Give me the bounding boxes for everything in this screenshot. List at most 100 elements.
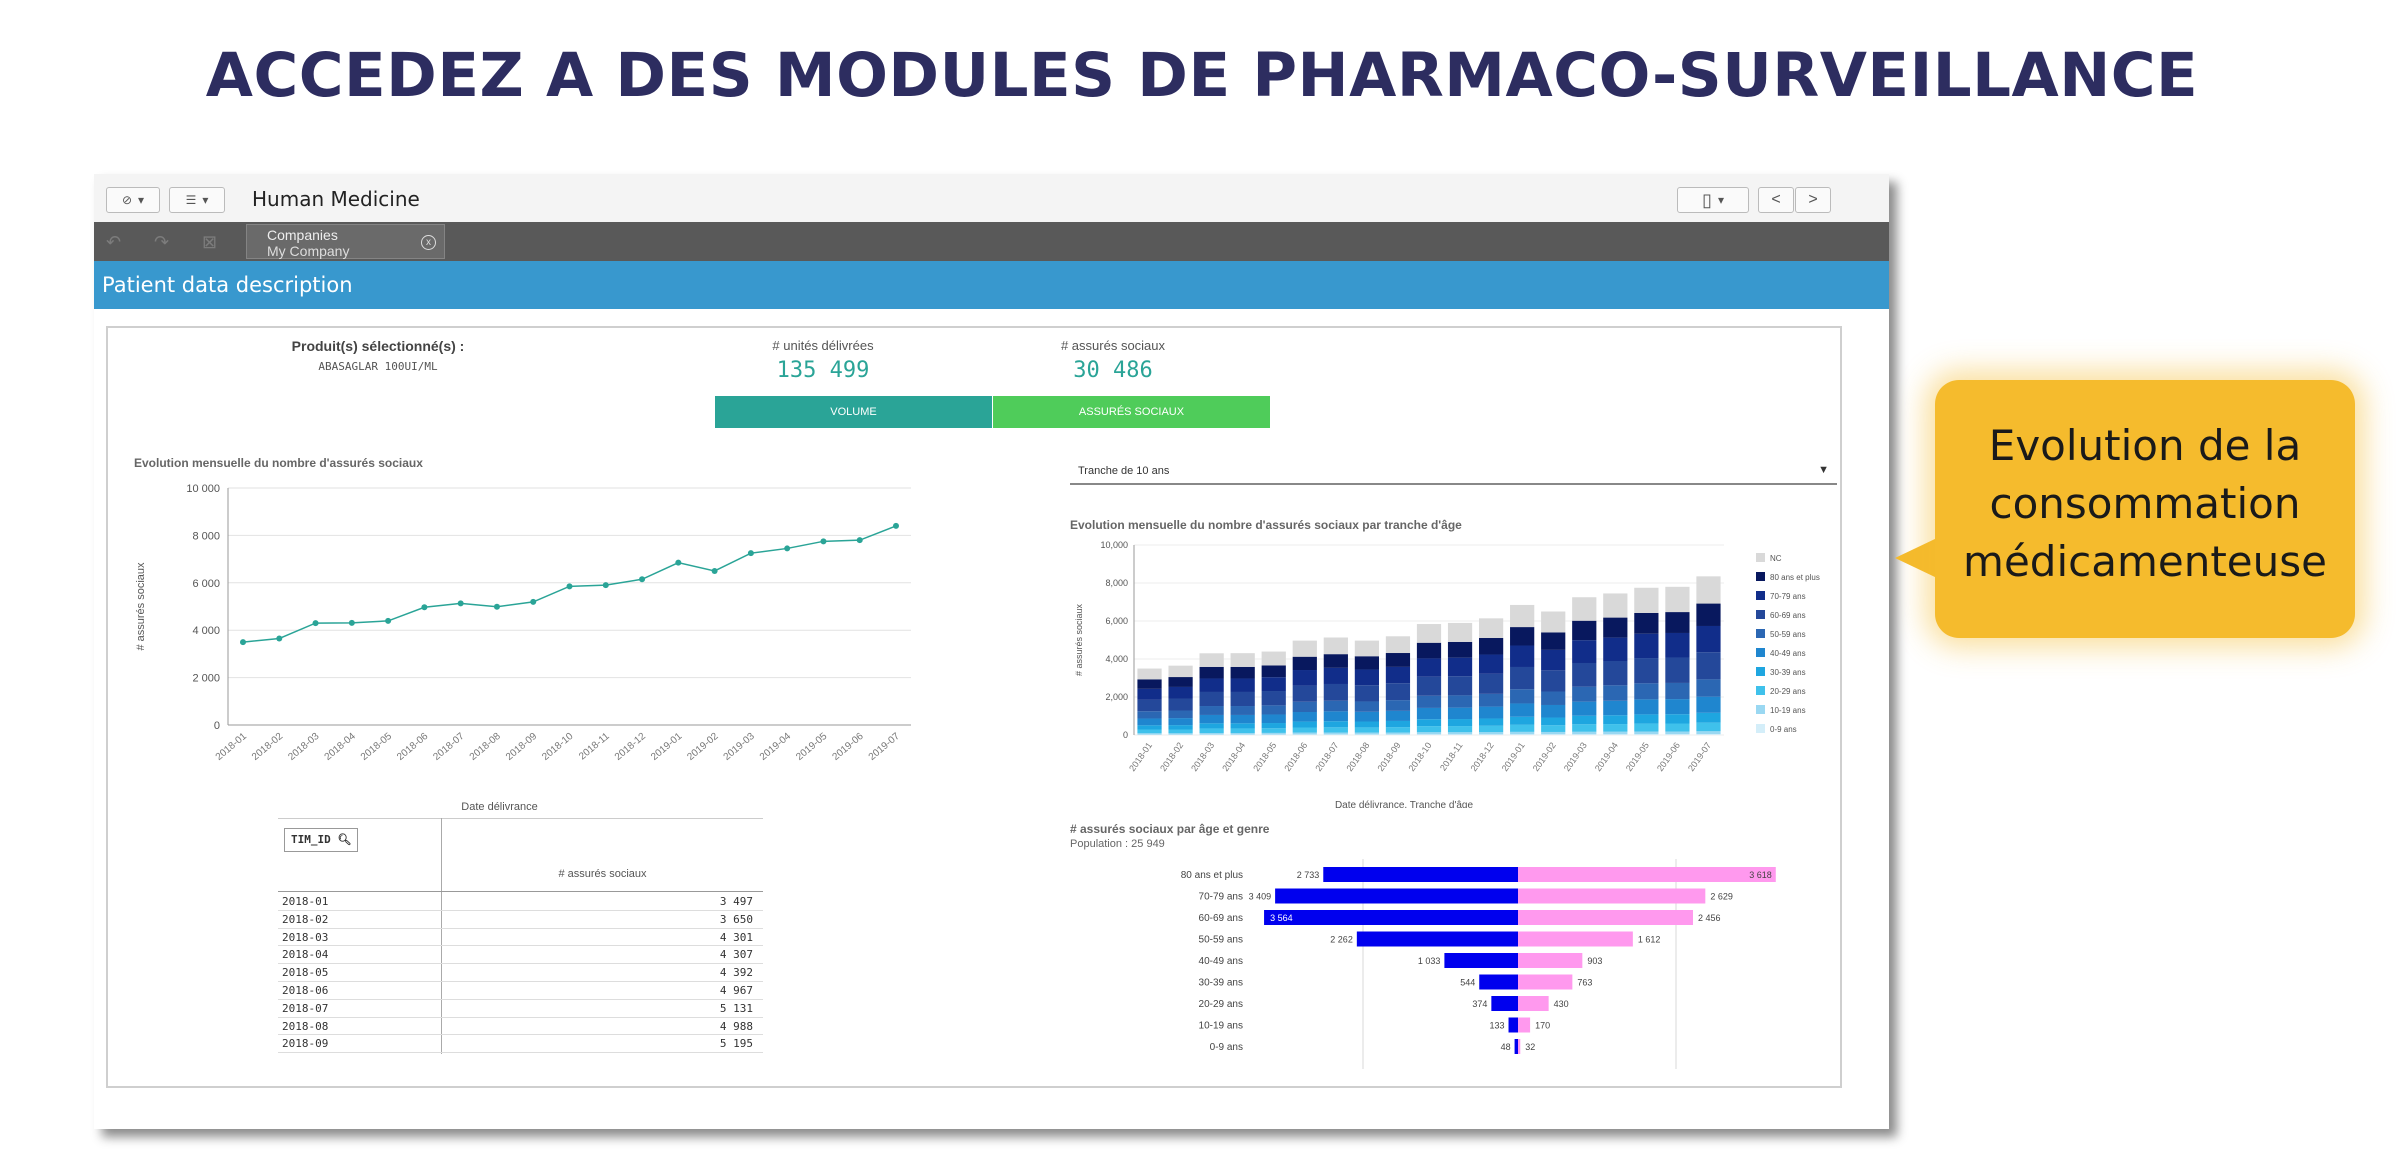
stack-segment-9 — [1478, 618, 1504, 639]
selection-chip[interactable]: Companies My Company x — [246, 224, 445, 259]
stack-segment-6 — [1354, 685, 1380, 702]
stack-segment-8 — [1510, 627, 1535, 646]
y-tick-label: 6 000 — [192, 578, 220, 590]
stack-segment-5 — [1665, 682, 1690, 700]
stack-segment-7 — [1634, 633, 1659, 659]
age-bracket-dropdown[interactable]: Tranche de 10 ans ▼ — [1070, 459, 1837, 485]
assures-table: TIM_ID 🔍︎ # assurés sociaux 2018-01 3 497… — [278, 818, 763, 1054]
stack-segment-9 — [1572, 597, 1597, 621]
chevron-down-icon: ▾ — [1717, 193, 1724, 207]
row-separator — [278, 945, 763, 947]
stack-segment-8 — [1137, 679, 1162, 689]
table-row[interactable]: 2018-06 4 967 — [278, 982, 763, 1000]
x-tick-label: 2019-06 — [830, 731, 866, 763]
age-category-label: 0-9 ans — [1210, 1042, 1243, 1053]
table-row[interactable]: 2018-07 5 131 — [278, 1000, 763, 1018]
legend-label: 50-59 ans — [1770, 630, 1806, 639]
callout-pointer — [1895, 538, 1937, 578]
table-row[interactable]: 2018-08 4 988 — [278, 1018, 763, 1036]
stack-segment-6 — [1230, 691, 1255, 707]
table-row[interactable]: 2018-04 4 307 — [278, 946, 763, 965]
stack-segment-5 — [1572, 686, 1597, 702]
product-value: ABASAGLAR 100UI/ML — [318, 360, 438, 373]
female-bar — [1518, 996, 1549, 1011]
tim-id-search[interactable]: TIM_ID 🔍︎ — [284, 828, 359, 852]
data-point — [820, 538, 827, 545]
table-row[interactable]: 2018-03 4 301 — [278, 929, 763, 947]
next-sheet-button[interactable]: > — [1795, 187, 1831, 213]
stack-segment-7 — [1323, 667, 1348, 684]
legend-swatch — [1756, 629, 1765, 638]
y-tick-label: 10,000 — [1100, 540, 1128, 550]
x-tick-label: 2019-05 — [794, 731, 830, 763]
sheet-list-button[interactable]: ☰ ▾ — [169, 187, 225, 213]
table-row[interactable]: 2018-02 3 650 — [278, 911, 763, 929]
female-value-label: 1 612 — [1638, 935, 1661, 945]
stack-segment-7 — [1199, 678, 1224, 692]
stack-segment-5 — [1447, 695, 1473, 708]
stack-segment-7 — [1510, 645, 1535, 667]
stack-segment-8 — [1292, 656, 1317, 671]
stack-segment-5 — [1603, 685, 1628, 701]
x-axis-label: Date délivrance, Tranche d'âge — [1335, 800, 1474, 808]
stack-segment-2 — [1292, 727, 1317, 733]
stack-segment-2 — [1261, 728, 1286, 733]
assures-sociaux-button[interactable]: ASSURÉS SOCIAUX — [993, 396, 1270, 428]
stack-segment-2 — [1230, 728, 1255, 734]
x-tick-label: 2018-05 — [1251, 740, 1278, 773]
stack-segment-1 — [1199, 733, 1224, 735]
step-forward-icon[interactable]: ↷ — [154, 232, 170, 252]
column-header-assures[interactable]: # assurés sociaux — [558, 868, 647, 880]
data-point — [312, 620, 319, 627]
stack-segment-6 — [1478, 673, 1504, 694]
stack-segment-3 — [1696, 712, 1721, 723]
female-bar — [1518, 953, 1583, 968]
stack-segment-6 — [1603, 660, 1628, 686]
table-row[interactable]: 2018-09 5 195 — [278, 1035, 763, 1054]
table-row[interactable]: 2018-05 4 392 — [278, 964, 763, 982]
clear-all-icon[interactable]: ⊠ — [202, 232, 218, 252]
navigation-menu-button[interactable]: ⊘ ▾ — [106, 187, 160, 213]
previous-sheet-button[interactable]: < — [1758, 187, 1794, 213]
x-tick-label: 2018-12 — [1469, 740, 1496, 773]
stack-segment-3 — [1572, 715, 1597, 725]
x-tick-label: 2018-07 — [431, 731, 467, 763]
male-bar — [1264, 910, 1518, 925]
stack-segment-4 — [1665, 699, 1690, 715]
female-value-label: 430 — [1554, 999, 1569, 1009]
stack-segment-8 — [1447, 641, 1473, 658]
stack-segment-6 — [1634, 658, 1659, 684]
legend-label: 40-49 ans — [1770, 649, 1806, 658]
stack-segment-4 — [1385, 710, 1411, 721]
stack-segment-1 — [1510, 731, 1535, 735]
stack-segment-0 — [1447, 734, 1473, 735]
tim-id-cell: 2018-05 — [282, 966, 329, 980]
legend-swatch — [1756, 724, 1765, 733]
x-tick-label: 2018-07 — [1313, 740, 1340, 773]
stack-segment-9 — [1447, 622, 1473, 642]
stack-segment-4 — [1696, 696, 1721, 713]
stack-segment-4 — [1323, 711, 1348, 722]
stack-segment-6 — [1696, 652, 1721, 680]
stack-segment-3 — [1541, 717, 1566, 726]
stack-segment-1 — [1541, 731, 1566, 735]
stack-segment-2 — [1168, 729, 1193, 734]
x-tick-label: 2019-02 — [1531, 740, 1558, 773]
dropdown-value: Tranche de 10 ans — [1078, 465, 1170, 477]
clear-selection-icon[interactable]: x — [421, 235, 436, 250]
stack-segment-5 — [1292, 701, 1317, 713]
x-tick-label: 2018-04 — [323, 731, 359, 763]
bookmark-button[interactable]: ▯ ▾ — [1677, 187, 1749, 213]
x-tick-label: 2019-06 — [1655, 740, 1682, 773]
x-tick-label: 2019-04 — [758, 731, 794, 763]
table-row[interactable]: 2018-01 3 497 — [278, 893, 763, 911]
volume-button[interactable]: VOLUME — [715, 396, 992, 428]
stack-segment-0 — [1354, 734, 1380, 735]
stack-segment-1 — [1292, 732, 1317, 735]
stack-segment-4 — [1572, 701, 1597, 716]
female-bar — [1518, 1017, 1531, 1033]
step-back-icon[interactable]: ↶ — [106, 232, 122, 252]
assures-cell: 4 392 — [719, 966, 753, 980]
y-tick-label: 2,000 — [1105, 692, 1128, 702]
